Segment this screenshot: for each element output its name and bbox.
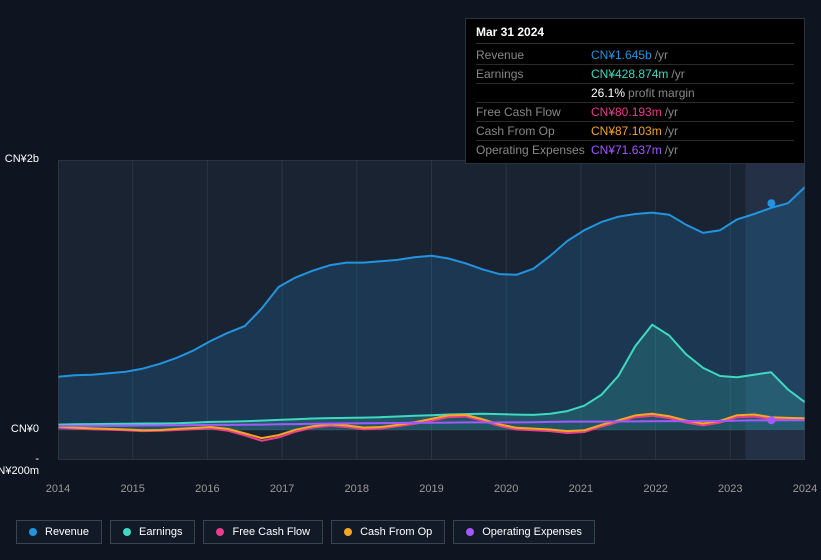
- x-tick: 2016: [195, 483, 219, 495]
- tooltip-row-value: CN¥71.637m: [591, 143, 662, 157]
- tooltip-row-label: Free Cash Flow: [476, 105, 591, 119]
- tooltip-row-label: [476, 86, 591, 100]
- tooltip-row-value: CN¥87.103m: [591, 124, 662, 138]
- tooltip-row-value: CN¥80.193m: [591, 105, 662, 119]
- tooltip-row: Cash From OpCN¥87.103m/yr: [476, 122, 794, 141]
- legend-label: Revenue: [45, 526, 89, 538]
- legend-dot-icon: [29, 528, 37, 536]
- legend-item-fcf[interactable]: Free Cash Flow: [203, 520, 323, 544]
- tooltip-row-value: 26.1%: [591, 86, 625, 100]
- chart-tooltip: Mar 31 2024 RevenueCN¥1.645b/yrEarningsC…: [465, 18, 805, 164]
- x-tick: 2021: [569, 483, 593, 495]
- chart-legend: Revenue Earnings Free Cash Flow Cash From O…: [16, 520, 595, 544]
- x-tick: 2015: [120, 483, 144, 495]
- x-tick: 2018: [345, 483, 369, 495]
- legend-item-cfo[interactable]: Cash From Op: [331, 520, 445, 544]
- tooltip-row-label: Operating Expenses: [476, 143, 591, 157]
- legend-label: Free Cash Flow: [232, 526, 310, 538]
- legend-label: Earnings: [139, 526, 182, 538]
- x-tick: 2017: [270, 483, 294, 495]
- legend-label: Cash From Op: [360, 526, 432, 538]
- legend-dot-icon: [466, 528, 474, 536]
- chart-svg: [58, 160, 805, 460]
- tooltip-row-unit: profit margin: [628, 86, 695, 100]
- x-tick: 2020: [494, 483, 518, 495]
- x-tick: 2019: [419, 483, 443, 495]
- legend-dot-icon: [123, 528, 131, 536]
- x-tick: 2024: [793, 483, 817, 495]
- tooltip-row: 26.1%profit margin: [476, 84, 794, 103]
- tooltip-row-label: Cash From Op: [476, 124, 591, 138]
- tooltip-row-unit: /yr: [665, 124, 678, 138]
- y-tick: -CN¥200m: [0, 453, 39, 477]
- tooltip-row-unit: /yr: [655, 48, 668, 62]
- x-tick: 2022: [643, 483, 667, 495]
- plot-area[interactable]: [58, 160, 805, 460]
- legend-item-revenue[interactable]: Revenue: [16, 520, 102, 544]
- tooltip-row-label: Revenue: [476, 48, 591, 62]
- tooltip-row: Operating ExpensesCN¥71.637m/yr: [476, 141, 794, 159]
- tooltip-date: Mar 31 2024: [476, 25, 794, 44]
- tooltip-row: Free Cash FlowCN¥80.193m/yr: [476, 103, 794, 122]
- legend-item-earnings[interactable]: Earnings: [110, 520, 195, 544]
- tooltip-row-unit: /yr: [665, 143, 678, 157]
- tooltip-row-value: CN¥1.645b: [591, 48, 652, 62]
- x-tick: 2023: [718, 483, 742, 495]
- x-axis: 2014201520162017201820192020202120222023…: [58, 483, 805, 503]
- x-tick: 2014: [46, 483, 70, 495]
- tooltip-row-label: Earnings: [476, 67, 591, 81]
- tooltip-row-unit: /yr: [665, 105, 678, 119]
- y-tick: CN¥2b: [5, 153, 39, 165]
- tooltip-row-unit: /yr: [671, 67, 684, 81]
- legend-item-opex[interactable]: Operating Expenses: [453, 520, 595, 544]
- tooltip-row-value: CN¥428.874m: [591, 67, 668, 81]
- y-tick: CN¥0: [11, 423, 39, 435]
- tooltip-row: EarningsCN¥428.874m/yr: [476, 65, 794, 84]
- legend-dot-icon: [216, 528, 224, 536]
- tooltip-row: RevenueCN¥1.645b/yr: [476, 46, 794, 65]
- legend-dot-icon: [344, 528, 352, 536]
- legend-label: Operating Expenses: [482, 526, 582, 538]
